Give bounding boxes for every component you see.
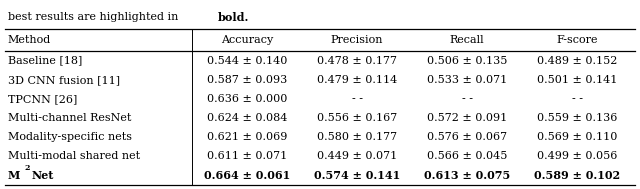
Text: 0.611 ± 0.071: 0.611 ± 0.071 (207, 151, 287, 161)
Text: 0.559 ± 0.136: 0.559 ± 0.136 (537, 113, 618, 123)
Text: TPCNN [26]: TPCNN [26] (8, 94, 77, 104)
Text: 0.501 ± 0.141: 0.501 ± 0.141 (537, 75, 618, 85)
Text: Net: Net (32, 170, 54, 181)
Text: 0.621 ± 0.069: 0.621 ± 0.069 (207, 132, 287, 142)
Text: - -: - - (572, 94, 583, 104)
Text: bold.: bold. (218, 12, 250, 23)
Text: 0.576 ± 0.067: 0.576 ± 0.067 (427, 132, 508, 142)
Text: 0.449 ± 0.071: 0.449 ± 0.071 (317, 151, 397, 161)
Text: 0.556 ± 0.167: 0.556 ± 0.167 (317, 113, 397, 123)
Text: Multi-modal shared net: Multi-modal shared net (8, 151, 140, 161)
Text: F-score: F-score (557, 35, 598, 45)
Text: 0.544 ± 0.140: 0.544 ± 0.140 (207, 56, 287, 66)
Text: 0.636 ± 0.000: 0.636 ± 0.000 (207, 94, 287, 104)
Text: Recall: Recall (450, 35, 484, 45)
Text: Baseline [18]: Baseline [18] (8, 56, 82, 66)
Text: Precision: Precision (331, 35, 383, 45)
Text: 0.566 ± 0.045: 0.566 ± 0.045 (427, 151, 508, 161)
Text: 0.479 ± 0.114: 0.479 ± 0.114 (317, 75, 397, 85)
Text: 3D CNN fusion [11]: 3D CNN fusion [11] (8, 75, 120, 85)
Text: 0.580 ± 0.177: 0.580 ± 0.177 (317, 132, 397, 142)
Text: 0.587 ± 0.093: 0.587 ± 0.093 (207, 75, 287, 85)
Text: 0.572 ± 0.091: 0.572 ± 0.091 (427, 113, 508, 123)
Text: 0.499 ± 0.056: 0.499 ± 0.056 (537, 151, 618, 161)
Text: - -: - - (461, 94, 473, 104)
Text: 0.489 ± 0.152: 0.489 ± 0.152 (537, 56, 618, 66)
Text: 0.478 ± 0.177: 0.478 ± 0.177 (317, 56, 397, 66)
Text: 0.574 ± 0.141: 0.574 ± 0.141 (314, 170, 400, 181)
Text: 0.664 ± 0.061: 0.664 ± 0.061 (204, 170, 290, 181)
Text: 0.613 ± 0.075: 0.613 ± 0.075 (424, 170, 510, 181)
Text: - -: - - (351, 94, 363, 104)
Text: best results are highlighted in: best results are highlighted in (8, 12, 182, 22)
Text: 2: 2 (24, 164, 30, 172)
Text: Modality-specific nets: Modality-specific nets (8, 132, 132, 142)
Text: M: M (8, 170, 20, 181)
Text: Accuracy: Accuracy (221, 35, 273, 45)
Text: 0.569 ± 0.110: 0.569 ± 0.110 (537, 132, 618, 142)
Text: Multi-channel ResNet: Multi-channel ResNet (8, 113, 131, 123)
Text: 0.589 ± 0.102: 0.589 ± 0.102 (534, 170, 620, 181)
Text: Method: Method (8, 35, 51, 45)
Text: 0.624 ± 0.084: 0.624 ± 0.084 (207, 113, 287, 123)
Text: 0.506 ± 0.135: 0.506 ± 0.135 (427, 56, 508, 66)
Text: 0.533 ± 0.071: 0.533 ± 0.071 (427, 75, 508, 85)
